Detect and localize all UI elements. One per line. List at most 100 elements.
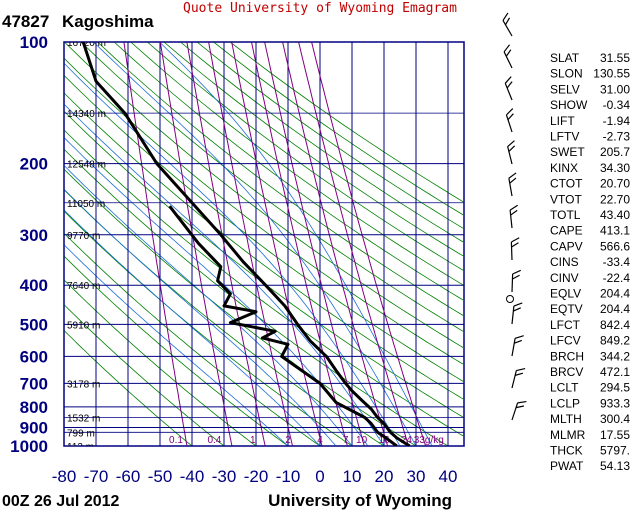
wind-barb-flag xyxy=(508,172,517,179)
wind-barb-icon xyxy=(511,302,523,325)
index-value: 205.7 xyxy=(600,145,630,159)
wind-barb-icon xyxy=(511,335,524,357)
wind-barb-icon xyxy=(508,172,517,197)
wind-barb-flag xyxy=(507,140,515,147)
height-label: 3178 m xyxy=(67,379,100,390)
mixing-ratio-label: 7 xyxy=(343,435,349,446)
pressure-tick-label: 200 xyxy=(20,155,48,174)
wind-barb-flag xyxy=(509,204,518,211)
index-value: -2.73 xyxy=(603,130,631,144)
isobars xyxy=(64,42,464,446)
wind-barb-shaft xyxy=(511,370,517,389)
height-label: 9770 m xyxy=(67,231,100,242)
index-key: EQTV xyxy=(550,302,583,316)
index-value: 5797. xyxy=(600,444,630,458)
index-value: 344.2 xyxy=(600,349,630,363)
wind-barb-flag xyxy=(507,113,514,121)
wind-barb-flag xyxy=(517,400,527,404)
wind-barb-shaft xyxy=(503,51,513,69)
plot-area: 16720 m 14340 m 12548 m 11050 m 9770 m 7640 m… xyxy=(64,42,464,453)
index-key: SLON xyxy=(550,67,583,81)
height-label: 12548 m xyxy=(67,160,106,171)
index-value: 22.70 xyxy=(600,192,630,206)
wind-barb-shaft xyxy=(507,146,513,165)
index-key: CAPV xyxy=(550,239,583,253)
wind-barb-shaft xyxy=(505,114,513,133)
index-value: 54.13 xyxy=(600,459,630,473)
temperature-tick-label: 10 xyxy=(343,467,362,486)
index-key: KINX xyxy=(550,161,578,175)
temperature-profile xyxy=(81,42,411,446)
index-value: 31.00 xyxy=(600,82,630,96)
mixing-ratio-labels: 0.1 0.4 1 2 4 7 10 16 24 33g/kg xyxy=(169,435,444,446)
pressure-tick-label: 800 xyxy=(20,398,48,417)
height-label: 11050 m xyxy=(67,199,105,210)
wind-barb-shaft xyxy=(508,178,513,197)
index-key: PWAT xyxy=(550,459,584,473)
pressure-tick-label: 700 xyxy=(20,374,48,393)
wind-barb-icon xyxy=(510,237,520,261)
stability-indices: SLAT 31.55 SLON 130.55 SELV 31.00 SHOW -0.34 LIF… xyxy=(550,51,630,473)
temperature-tick-label: -40 xyxy=(180,467,205,486)
index-value: -1.94 xyxy=(603,114,631,128)
wind-barb-flag xyxy=(513,307,521,312)
index-value: 31.55 xyxy=(600,51,630,65)
wind-barb-shaft xyxy=(511,402,519,421)
temperature-tick-label: 30 xyxy=(407,467,426,486)
wind-barb-flag xyxy=(504,17,511,26)
index-value: 294.5 xyxy=(600,381,630,395)
pressure-tick-label: 300 xyxy=(20,226,48,245)
index-key: LFCV xyxy=(550,334,581,348)
index-key: CINS xyxy=(550,255,579,269)
temperature-tick-label: 20 xyxy=(375,467,394,486)
wind-barb-icon xyxy=(504,76,513,101)
wind-barb-shaft xyxy=(511,338,516,357)
index-key: SHOW xyxy=(550,98,588,112)
index-key: CAPE xyxy=(550,224,583,238)
index-key: CINV xyxy=(550,271,579,285)
wind-barb-icon xyxy=(503,44,513,69)
wind-barbs xyxy=(502,12,527,421)
height-label: 7640 m xyxy=(67,281,100,292)
wind-barb-flag xyxy=(514,339,523,344)
index-key: MLTH xyxy=(550,412,582,426)
wind-barb-icon xyxy=(507,140,516,165)
index-key: LCLP xyxy=(550,396,580,410)
wind-barb-icon xyxy=(511,269,522,293)
temperature-tick-label: -20 xyxy=(244,467,269,486)
wind-barb-icon xyxy=(511,368,526,389)
wind-barb-flag xyxy=(505,49,512,57)
wind-barb-icon xyxy=(511,400,527,421)
height-label: 5910 m xyxy=(67,320,100,331)
index-key: LFTV xyxy=(550,130,579,144)
index-value: 34.30 xyxy=(600,161,630,175)
pressure-tick-label: 1000 xyxy=(10,437,48,456)
wind-barb-flag xyxy=(506,81,513,89)
wind-barb-flag xyxy=(504,76,512,84)
calm-wind-icon xyxy=(506,295,514,303)
wind-barb-icon xyxy=(509,204,518,229)
index-value: 17.55 xyxy=(600,428,630,442)
height-label: 113 m xyxy=(67,442,94,453)
wind-barb-flag xyxy=(512,274,520,280)
mixing-ratio-label: 4 xyxy=(317,435,323,446)
temperature-tick-label: -50 xyxy=(148,467,173,486)
wind-barb-shaft xyxy=(511,306,515,325)
pressure-tick-label: 100 xyxy=(20,33,48,52)
index-value: -33.4 xyxy=(603,255,631,269)
index-value: 130.55 xyxy=(593,67,630,81)
wind-barb-flag xyxy=(502,12,509,21)
temperature-tick-label: 40 xyxy=(439,467,458,486)
wind-barb-flag xyxy=(516,368,526,372)
wind-barb-flag xyxy=(515,405,525,409)
temperature-tick-label: -60 xyxy=(116,467,141,486)
wind-barb-icon xyxy=(502,12,513,37)
wind-barb-flag xyxy=(506,108,514,116)
wind-barb-flag xyxy=(510,209,518,216)
index-value: 849.2 xyxy=(600,334,630,348)
index-key: CTOT xyxy=(550,177,583,191)
index-value: 472.1 xyxy=(600,365,630,379)
index-key: MLMR xyxy=(550,428,586,442)
